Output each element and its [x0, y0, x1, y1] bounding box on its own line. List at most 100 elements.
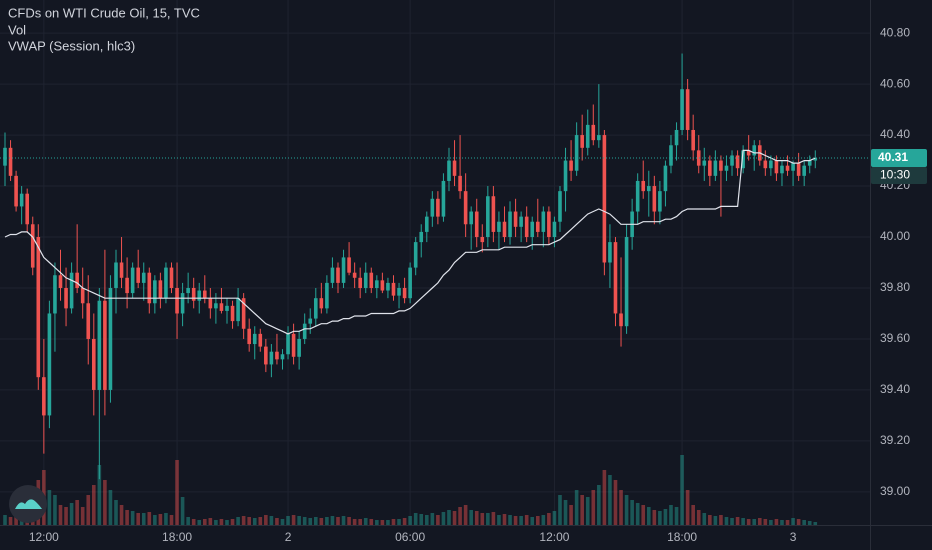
candle-body	[103, 300, 107, 390]
candle-body	[247, 328, 251, 345]
candle-body	[358, 277, 362, 288]
candle-body	[641, 180, 646, 192]
volume-bar	[97, 465, 102, 525]
volume-bar	[419, 514, 424, 525]
volume-bar	[402, 518, 407, 525]
candle-body	[424, 216, 429, 232]
candle-body	[436, 198, 440, 217]
candle-body	[397, 287, 401, 296]
volume-bar	[780, 520, 784, 525]
candle-body	[608, 242, 612, 263]
volume-bar	[180, 497, 185, 525]
volume-bar	[769, 520, 773, 525]
volume-bar	[302, 517, 307, 525]
candle-body	[47, 313, 52, 416]
volume-bar	[64, 507, 68, 525]
volume-bar	[202, 519, 207, 525]
volume-bar	[386, 520, 390, 525]
volume-bar	[524, 515, 529, 525]
candle-body	[552, 221, 557, 238]
candle-body	[530, 221, 535, 238]
overlay-layer	[0, 149, 870, 335]
volume-bar	[474, 511, 479, 525]
volume-bar	[547, 513, 551, 525]
candle-body	[175, 287, 179, 314]
volume-bar	[47, 490, 52, 525]
volume-bar	[413, 513, 418, 525]
volume-layer	[3, 455, 818, 525]
candle-body	[230, 305, 235, 322]
volume-bar	[719, 515, 723, 525]
volume-bar	[463, 505, 468, 525]
candle-body	[685, 89, 690, 130]
x-tick-label: 06:00	[395, 530, 425, 544]
volume-bar	[86, 495, 91, 525]
candle-body	[319, 298, 324, 309]
volume-bar	[319, 518, 324, 525]
candle-body	[463, 191, 468, 225]
volume-bar	[430, 513, 435, 525]
candle-body	[441, 180, 446, 217]
indicator-label: VWAP (Session, hlc3)	[8, 38, 135, 53]
candle-body	[214, 303, 218, 309]
volume-bar	[141, 513, 146, 525]
candle-body	[180, 293, 185, 314]
volume-bar	[275, 518, 279, 525]
candle-body	[691, 129, 695, 151]
candle-body	[480, 237, 485, 243]
volume-bar	[702, 513, 707, 525]
logo-icon[interactable]	[15, 499, 42, 509]
y-tick-label: 39.80	[880, 280, 910, 294]
indicator-label: Vol	[8, 22, 26, 37]
candle-body	[341, 257, 346, 283]
volume-bar	[3, 515, 7, 525]
volume-bar	[258, 517, 263, 525]
candle-body	[375, 280, 379, 288]
volume-bar	[730, 518, 734, 525]
volume-bar	[563, 500, 568, 525]
volume-bar	[341, 516, 346, 525]
volume-bar	[658, 511, 662, 525]
candle-body	[602, 135, 607, 263]
candle-body	[802, 165, 806, 176]
volume-bar	[325, 517, 329, 525]
volume-bar	[191, 519, 196, 525]
candle-body	[774, 160, 779, 174]
candle-body	[252, 333, 257, 345]
volume-bar	[513, 516, 518, 525]
logo[interactable]	[9, 485, 47, 523]
candle-body	[236, 298, 240, 322]
candle-body	[269, 351, 274, 365]
volume-bar	[774, 519, 779, 525]
candle-body	[130, 267, 135, 294]
candle-body	[308, 318, 313, 324]
candle-body	[164, 267, 168, 299]
axes: 40.8040.6040.4040.2040.0039.8039.6039.40…	[29, 25, 927, 544]
volume-bar	[491, 512, 496, 525]
volume-bar	[169, 515, 174, 525]
vwap-line	[4, 149, 816, 335]
candle-body	[569, 160, 573, 171]
candle-body	[64, 287, 68, 309]
candle-body	[42, 377, 46, 416]
volume-bar	[408, 516, 412, 525]
x-tick-label: 2	[285, 530, 292, 544]
volume-bar	[214, 520, 218, 525]
candle-body	[763, 160, 768, 169]
y-tick-label: 40.40	[880, 127, 910, 141]
candle-body	[86, 303, 91, 339]
volume-bar	[441, 512, 446, 525]
candle-body	[597, 135, 601, 141]
volume-bar	[125, 510, 129, 525]
candle-body	[69, 272, 74, 309]
volume-bar	[208, 518, 213, 525]
last-price-box	[871, 149, 927, 168]
volume-bar	[663, 509, 668, 525]
candle-body	[585, 124, 590, 148]
volume-bar	[741, 518, 745, 525]
candle-body	[336, 267, 340, 283]
volume-bar	[175, 460, 179, 525]
candle-body	[646, 186, 651, 192]
volume-bar	[75, 500, 79, 525]
